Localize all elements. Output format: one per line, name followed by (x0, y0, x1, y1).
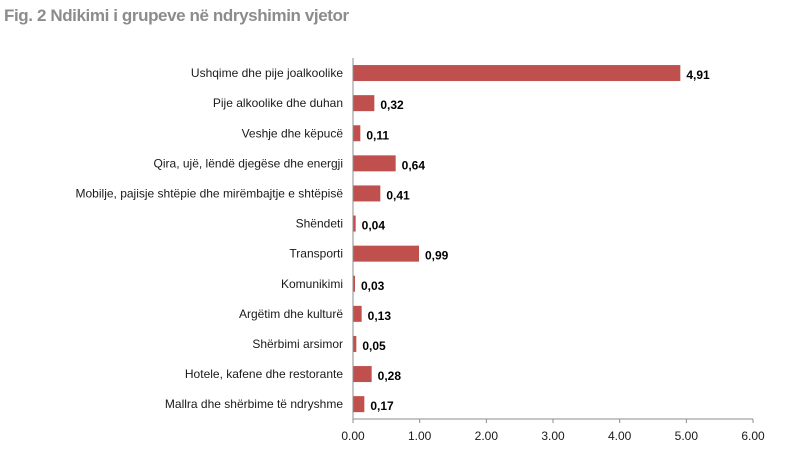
value-label: 0,64 (402, 158, 426, 172)
category-label: Transporti (289, 247, 343, 261)
category-label: Veshje dhe këpucë (242, 126, 344, 140)
x-tick-label: 1.00 (408, 429, 432, 443)
category-label: Hotele, kafene dhe restorante (185, 367, 343, 381)
bar (353, 366, 372, 383)
x-tick-label: 4.00 (608, 429, 632, 443)
x-tick-label: 2.00 (475, 429, 499, 443)
value-label: 4,91 (686, 68, 710, 82)
category-label: Mallra dhe shërbime të ndryshme (165, 397, 343, 411)
value-label: 0,28 (378, 369, 402, 383)
x-tick-label: 6.00 (741, 429, 765, 443)
x-tick-label: 5.00 (675, 429, 699, 443)
category-label: Pije alkoolike dhe duhan (213, 96, 343, 110)
value-label: 0,32 (380, 98, 404, 112)
category-label: Shëndeti (296, 217, 343, 231)
value-label: 0,41 (386, 188, 410, 202)
value-label: 0,04 (362, 219, 386, 233)
chart-title: Fig. 2 Ndikimi i grupeve në ndryshimin v… (4, 6, 349, 25)
x-tick-label: 0.00 (341, 429, 365, 443)
category-label: Ushqime dhe pije joalkoolike (191, 66, 343, 80)
bar (353, 245, 419, 262)
x-axis: 0.00 1.00 2.00 3.00 4.00 5.00 6.00 (341, 58, 765, 443)
category-label: Argëtim dhe kulturë (239, 307, 343, 321)
category-label: Qira, ujë, lëndë djegëse dhe energji (154, 156, 343, 170)
bar (353, 335, 357, 352)
x-tick-label: 3.00 (541, 429, 565, 443)
value-label: 0,99 (425, 249, 449, 263)
category-label: Mobilje, pajisje shtëpie dhe mirëmbajtje… (76, 186, 344, 200)
value-label: 0,17 (370, 399, 394, 413)
bar (353, 396, 365, 413)
bar (353, 185, 381, 202)
bar (353, 125, 361, 142)
bar (353, 275, 355, 292)
category-label: Shërbimi arsimor (252, 337, 343, 351)
bar (353, 305, 362, 322)
bar (353, 155, 396, 172)
bar (353, 65, 681, 82)
value-label: 0,05 (362, 339, 386, 353)
value-label: 0,13 (368, 309, 392, 323)
value-label: 0,11 (366, 128, 389, 142)
bars-group: Ushqime dhe pije joalkoolike 4,91 Pije alk… (76, 65, 710, 413)
bar (353, 215, 356, 232)
bar (353, 95, 375, 112)
value-label: 0,03 (361, 279, 385, 293)
category-label: Komunikimi (281, 277, 343, 291)
